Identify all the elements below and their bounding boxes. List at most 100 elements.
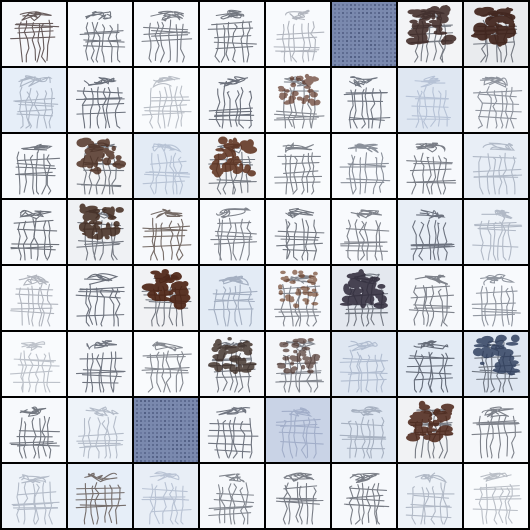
sample-image [273, 142, 323, 195]
sample-image [471, 406, 522, 459]
sample-tile [332, 266, 396, 330]
sample-image [15, 143, 61, 195]
sample-image [76, 406, 124, 459]
sample-tile [332, 2, 396, 66]
sample-tile [200, 134, 264, 198]
sample-image [275, 407, 324, 459]
sample-tile [464, 200, 528, 264]
sample-image [273, 9, 325, 63]
sample-tile [134, 266, 198, 330]
sample-image [76, 137, 127, 195]
sample-tile [68, 68, 132, 132]
sample-tile [266, 2, 330, 66]
sample-image [210, 207, 258, 261]
sample-image [208, 473, 255, 525]
sample-image [141, 341, 192, 393]
sample-image [343, 76, 391, 129]
sample-image [332, 2, 396, 66]
sample-tile [68, 332, 132, 396]
sample-image [76, 203, 124, 261]
sample-image [207, 9, 257, 63]
sample-tile [398, 266, 462, 330]
sample-tile [266, 332, 330, 396]
sample-tile [68, 464, 132, 528]
sample-image [75, 76, 126, 129]
sample-image [406, 400, 455, 459]
sample-tile [2, 200, 66, 264]
sample-tile [398, 398, 462, 462]
sample-image [339, 268, 389, 327]
sample-tile [2, 398, 66, 462]
sample-image [142, 143, 191, 195]
sample-tile [200, 266, 264, 330]
sample-tile [2, 266, 66, 330]
sample-tile [464, 464, 528, 528]
sample-tile [332, 68, 396, 132]
sample-image [208, 76, 255, 129]
sample-image [10, 274, 59, 327]
sample-image [275, 472, 324, 525]
sample-tile [2, 2, 66, 66]
sample-image [134, 398, 198, 462]
sample-image [470, 6, 518, 63]
sample-image [207, 406, 259, 459]
sample-tile [200, 200, 264, 264]
sample-image [141, 75, 192, 129]
sample-tile [332, 398, 396, 462]
sample-tile [68, 398, 132, 462]
sample-image [339, 340, 389, 393]
sample-tile [266, 266, 330, 330]
sample-tile [200, 2, 264, 66]
sample-tile [134, 464, 198, 528]
sample-tile [134, 332, 198, 396]
sample-tile [134, 134, 198, 198]
sample-image [472, 76, 523, 129]
sample-image [405, 75, 451, 129]
sample-image [408, 274, 455, 327]
sample-image [141, 269, 192, 327]
sample-tile [134, 2, 198, 66]
sample-image [9, 406, 61, 459]
sample-image [275, 338, 324, 393]
sample-tile [464, 2, 528, 66]
sample-tile [200, 398, 264, 462]
sample-tile [266, 398, 330, 462]
sample-tile [464, 266, 528, 330]
sample-image [208, 275, 258, 327]
sample-tile [398, 134, 462, 198]
sample-image [9, 341, 61, 393]
sample-image [207, 336, 257, 393]
sample-image [13, 75, 59, 129]
sample-tile [332, 464, 396, 528]
sample-tile [398, 200, 462, 264]
sample-image [472, 209, 523, 261]
sample-image [11, 474, 60, 525]
sample-image [273, 73, 325, 129]
sample-tile [266, 464, 330, 528]
sample-tile [68, 134, 132, 198]
sample-image [274, 208, 325, 261]
sample-image [340, 209, 390, 261]
sample-tile [464, 332, 528, 396]
sample-tile [200, 332, 264, 396]
sample-tile [68, 2, 132, 66]
sample-image [405, 340, 455, 393]
sample-image [79, 11, 126, 63]
sample-tile [398, 2, 462, 66]
sample-tile [266, 134, 330, 198]
sample-tile [398, 68, 462, 132]
sample-tile [2, 464, 66, 528]
sample-tile [398, 332, 462, 396]
sample-image [406, 142, 457, 195]
sample-tile [332, 134, 396, 198]
sample-tile [134, 398, 198, 462]
sample-image [75, 273, 125, 327]
sample-tile [464, 134, 528, 198]
sample-image [405, 4, 457, 63]
sample-tile [332, 332, 396, 396]
sample-tile [266, 68, 330, 132]
sample-image [141, 471, 192, 525]
sample-tile [2, 68, 66, 132]
sample-image [142, 208, 192, 261]
